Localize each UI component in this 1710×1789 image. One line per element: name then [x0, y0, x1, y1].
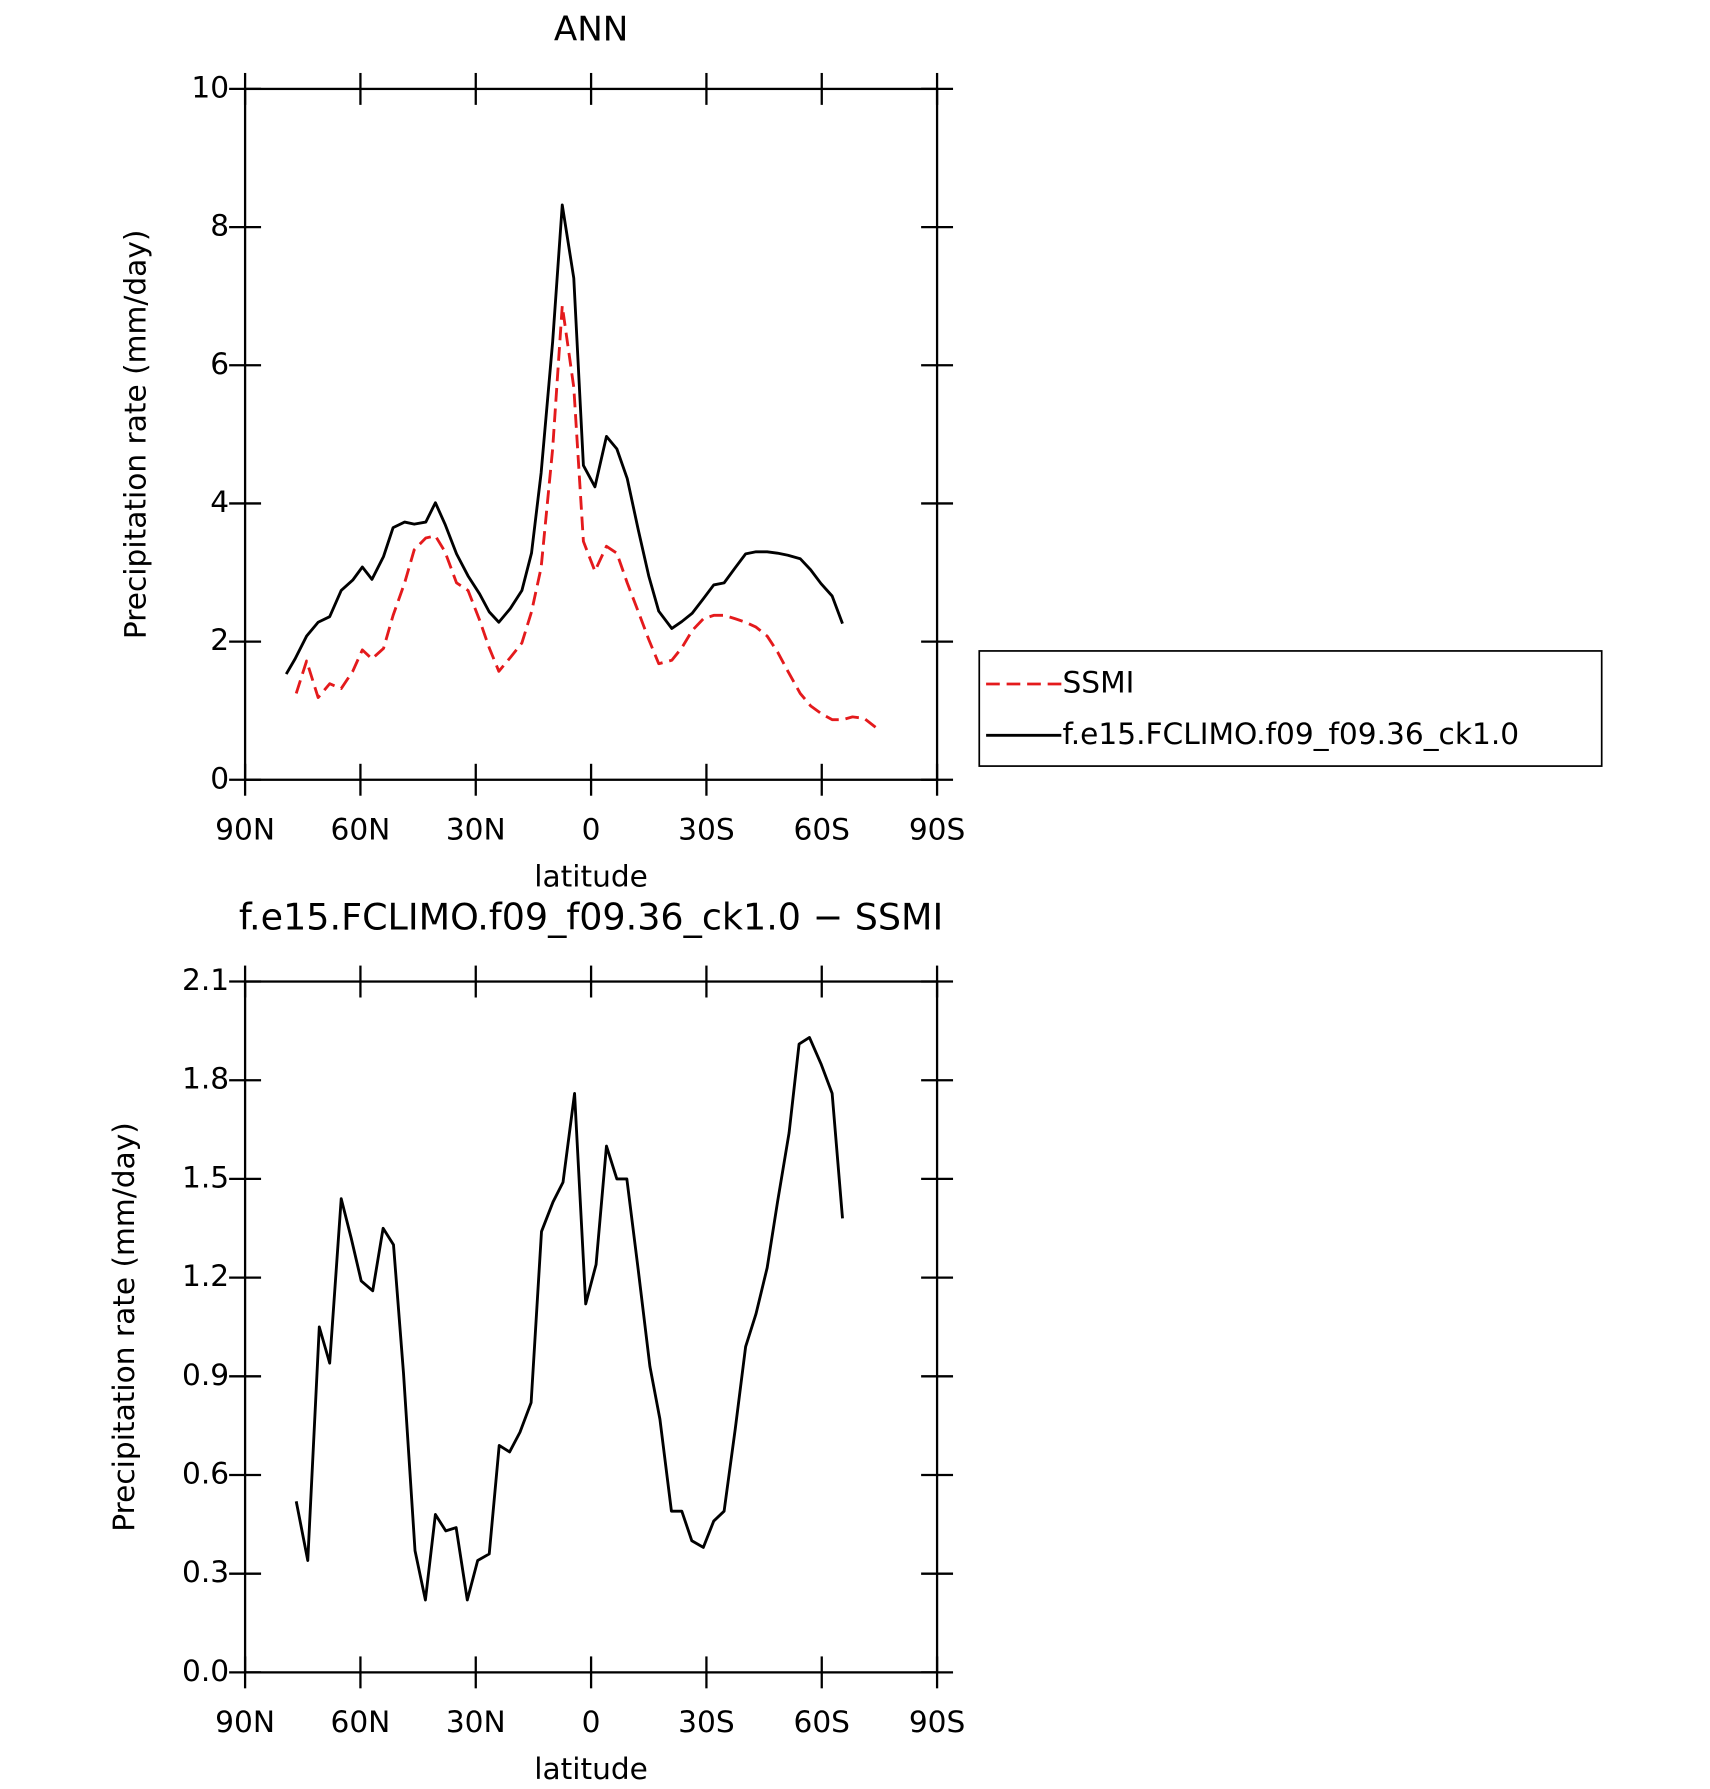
x-axis-label: latitude	[534, 858, 648, 893]
y-tick-label: 0.0	[182, 1653, 229, 1688]
x-tick-label: 60S	[793, 812, 850, 847]
x-tick-label: 30N	[446, 1704, 506, 1739]
plot-frame	[243, 980, 939, 1674]
y-axis-label: Precipitation rate (mm/day)	[117, 230, 152, 640]
x-tick-label: 90N	[215, 812, 275, 847]
y-tick-label: 0.6	[182, 1455, 229, 1490]
legend-label: f.e15.FCLIMO.f09_f09.36_ck1.0	[1062, 716, 1519, 751]
x-tick-label: 0	[582, 812, 601, 847]
x-axis-label: latitude	[534, 1751, 648, 1786]
y-tick-label: 1.5	[182, 1159, 229, 1194]
y-tick-label: 2	[210, 622, 229, 657]
y-tick-label: 4	[210, 484, 229, 519]
data-line	[294, 304, 877, 729]
x-tick-label: 60N	[331, 1704, 391, 1739]
y-tick-label: 0.9	[182, 1357, 229, 1392]
x-tick-label: 90N	[215, 1704, 275, 1739]
legend-label: SSMI	[1062, 664, 1134, 699]
y-tick-label: 2.1	[182, 962, 229, 997]
chart-title: ANN	[554, 9, 629, 49]
legend-box	[978, 650, 1603, 767]
x-tick-label: 30N	[446, 812, 506, 847]
chart-title: f.e15.FCLIMO.f09_f09.36_ck1.0 − SSMI	[239, 895, 943, 938]
y-tick-label: 1.8	[182, 1061, 229, 1096]
plot-frame	[243, 87, 939, 781]
y-tick-label: 6	[210, 346, 229, 381]
x-tick-label: 0	[582, 1704, 601, 1739]
y-tick-label: 0	[210, 760, 229, 795]
y-axis-label: Precipitation rate (mm/day)	[106, 1122, 141, 1532]
x-tick-label: 60N	[331, 812, 391, 847]
data-line	[285, 203, 844, 675]
data-line	[294, 1036, 844, 1602]
x-tick-label: 30S	[678, 1704, 735, 1739]
y-tick-label: 0.3	[182, 1554, 229, 1589]
x-tick-label: 90S	[909, 1704, 966, 1739]
x-tick-label: 30S	[678, 812, 735, 847]
x-tick-label: 90S	[909, 812, 966, 847]
y-tick-label: 8	[210, 208, 229, 243]
y-tick-label: 10	[191, 69, 229, 104]
y-tick-label: 1.2	[182, 1258, 229, 1293]
x-tick-label: 60S	[793, 1704, 850, 1739]
